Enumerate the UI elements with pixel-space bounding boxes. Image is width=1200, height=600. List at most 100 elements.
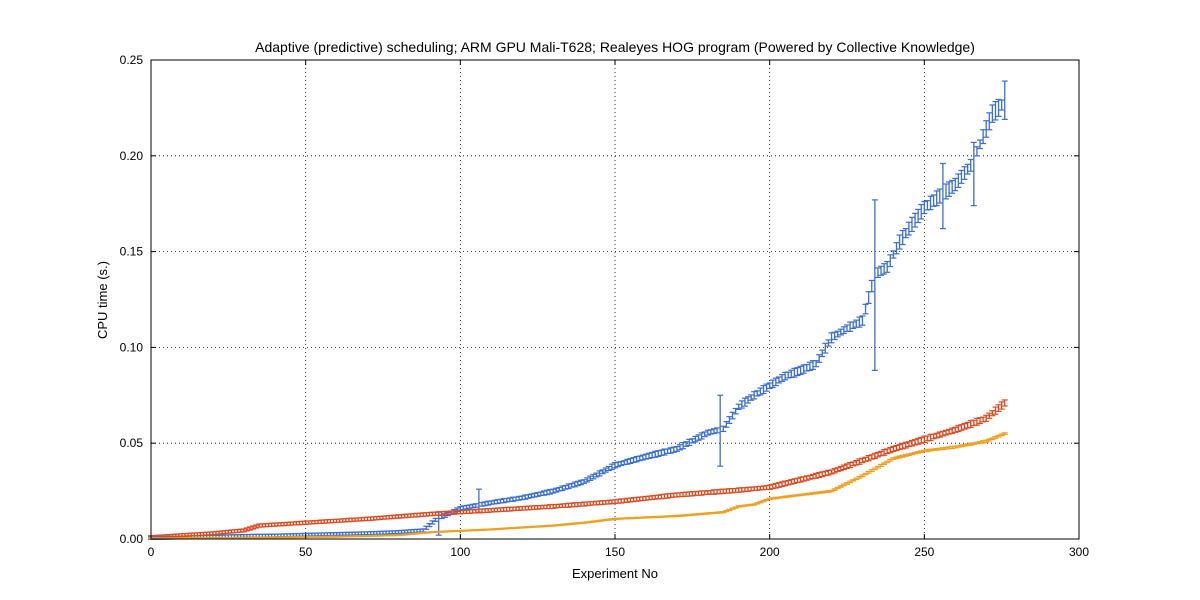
error-bar xyxy=(840,464,847,471)
error-bar xyxy=(856,316,863,328)
error-bar xyxy=(831,468,838,474)
error-bar xyxy=(840,326,847,335)
error-bar xyxy=(785,479,792,486)
error-bar xyxy=(890,250,897,259)
error-bar xyxy=(630,457,637,464)
error-bar xyxy=(828,332,835,344)
error-bar xyxy=(779,374,786,383)
error-bar xyxy=(627,457,634,464)
error-bar xyxy=(918,450,925,454)
y-tick-label: 0.05 xyxy=(120,436,144,450)
error-bar xyxy=(890,457,897,460)
error-bar xyxy=(683,441,690,447)
error-bar xyxy=(732,407,739,415)
error-bar xyxy=(936,431,943,438)
error-bar xyxy=(902,454,909,457)
error-bar xyxy=(837,328,844,336)
error-bar xyxy=(639,454,646,461)
x-tick-label: 100 xyxy=(450,545,470,559)
error-bar xyxy=(912,212,919,228)
error-bar xyxy=(868,454,875,460)
error-bar xyxy=(862,303,869,315)
error-bar xyxy=(834,330,841,338)
error-bar xyxy=(791,367,798,378)
error-bar xyxy=(915,208,922,224)
error-bar xyxy=(813,360,820,368)
error-bar xyxy=(779,481,786,488)
error-bar xyxy=(745,396,752,404)
error-bar xyxy=(899,229,906,246)
error-bar xyxy=(581,479,588,484)
error-bar xyxy=(915,451,922,454)
y-axis: 0.00 0.05 0.10 0.15 0.20 0.25 xyxy=(120,53,1079,546)
error-bar xyxy=(553,487,560,493)
y-tick-label: 0.10 xyxy=(120,340,144,354)
error-bar xyxy=(726,416,733,424)
error-bar xyxy=(939,162,946,230)
error-bar xyxy=(939,430,946,437)
error-bar xyxy=(862,456,869,462)
error-bar xyxy=(240,528,247,533)
error-bar xyxy=(905,453,912,457)
error-bar xyxy=(986,412,993,419)
error-bar xyxy=(884,448,891,455)
error-bar xyxy=(670,446,677,453)
error-bar xyxy=(908,216,915,233)
error-bar xyxy=(710,428,717,435)
error-bar xyxy=(1001,432,1008,436)
error-bar xyxy=(729,411,736,420)
error-bar xyxy=(881,448,888,456)
error-bar xyxy=(800,476,807,482)
chart-title: Adaptive (predictive) scheduling; ARM GP… xyxy=(255,39,975,55)
error-bar xyxy=(983,414,990,422)
series-layer xyxy=(148,80,1008,540)
error-bar xyxy=(847,321,854,332)
error-bar xyxy=(735,403,742,410)
error-bar xyxy=(689,438,696,444)
error-bar xyxy=(788,369,795,379)
error-bar xyxy=(587,475,594,481)
error-bar xyxy=(602,467,609,473)
error-bar xyxy=(794,367,801,377)
error-bar xyxy=(844,463,850,470)
error-bar xyxy=(695,434,702,441)
error-bar xyxy=(698,432,705,440)
error-bar xyxy=(847,461,854,469)
error-bar xyxy=(543,504,550,510)
error-bar xyxy=(927,433,934,442)
error-bar xyxy=(432,517,439,522)
error-bar xyxy=(967,158,974,172)
error-bar xyxy=(760,384,767,395)
x-axis-label: Experiment No xyxy=(572,566,658,581)
error-bar xyxy=(797,365,804,376)
error-bar xyxy=(899,442,906,450)
error-bar xyxy=(584,477,591,483)
error-bar xyxy=(964,163,971,175)
error-bar xyxy=(865,455,872,462)
error-bar xyxy=(967,420,974,429)
error-bar xyxy=(596,470,603,477)
error-bar xyxy=(992,100,999,121)
error-bar xyxy=(741,397,748,407)
error-bar xyxy=(942,429,949,436)
error-bar xyxy=(977,139,984,150)
error-bar xyxy=(874,267,881,279)
x-axis: 0 50 100 150 200 250 300 xyxy=(148,60,1089,559)
error-bar xyxy=(853,319,860,328)
error-bar xyxy=(887,446,894,454)
error-bar xyxy=(973,417,980,426)
error-bar xyxy=(930,433,937,440)
error-bar xyxy=(655,494,662,500)
error-bar xyxy=(918,203,925,220)
y-tick-label: 0.00 xyxy=(120,532,144,546)
error-bar xyxy=(850,321,857,330)
error-bar xyxy=(859,457,866,464)
error-bar xyxy=(949,179,956,194)
error-bar xyxy=(754,390,761,397)
error-bar xyxy=(763,383,770,392)
error-bar xyxy=(751,391,758,400)
error-bar xyxy=(788,479,795,485)
error-bar xyxy=(933,432,940,439)
grid-lines xyxy=(151,60,1079,539)
error-bar xyxy=(624,458,631,465)
